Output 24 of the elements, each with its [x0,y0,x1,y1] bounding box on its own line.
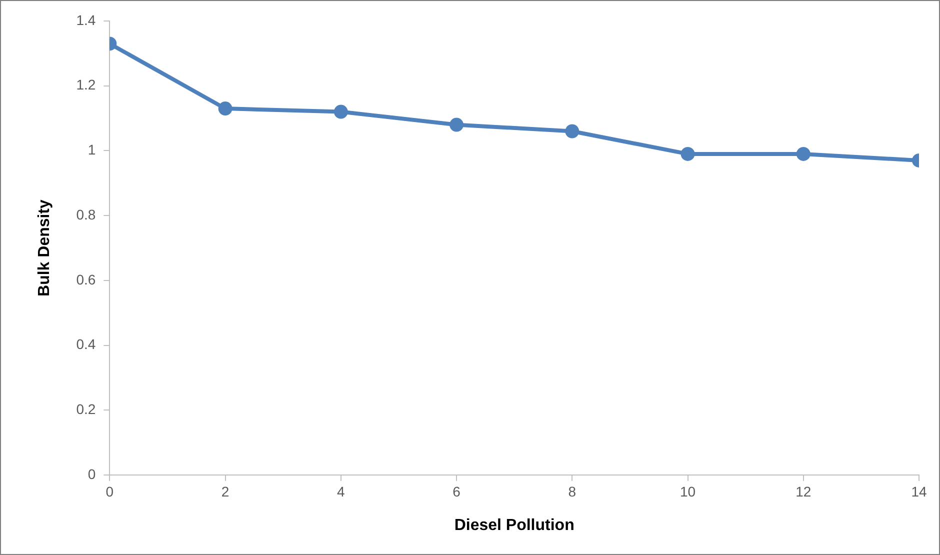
x-tick-label: 10 [680,483,696,500]
y-tick-label: 0.2 [76,401,96,417]
x-tick-label: 2 [221,483,230,500]
point [796,146,810,161]
y-tick-label: 1.2 [76,76,96,93]
y-axis-title: Bulk Density [36,199,54,296]
y-tick-label: 0.8 [76,206,96,222]
x-tick-label: 4 [337,483,346,500]
y-tick-label: 1.4 [76,12,96,28]
x-tick-label: 6 [452,483,461,500]
y-tick-label: 1 [88,142,96,158]
x-axis-title: Diesel Pollution [454,516,574,534]
point [334,104,348,119]
x-tick-label: 14 [911,483,927,500]
y-tick-label: 0.6 [76,271,96,288]
y-tick-label: 0.4 [76,336,96,352]
point [218,102,232,116]
point [450,118,464,132]
x-tick-label: 8 [568,483,576,500]
point [565,124,580,138]
point [680,146,695,161]
x-tick-label: 0 [106,483,114,500]
x-tick-label: 12 [796,483,812,500]
y-tick-label: 0 [88,466,96,482]
